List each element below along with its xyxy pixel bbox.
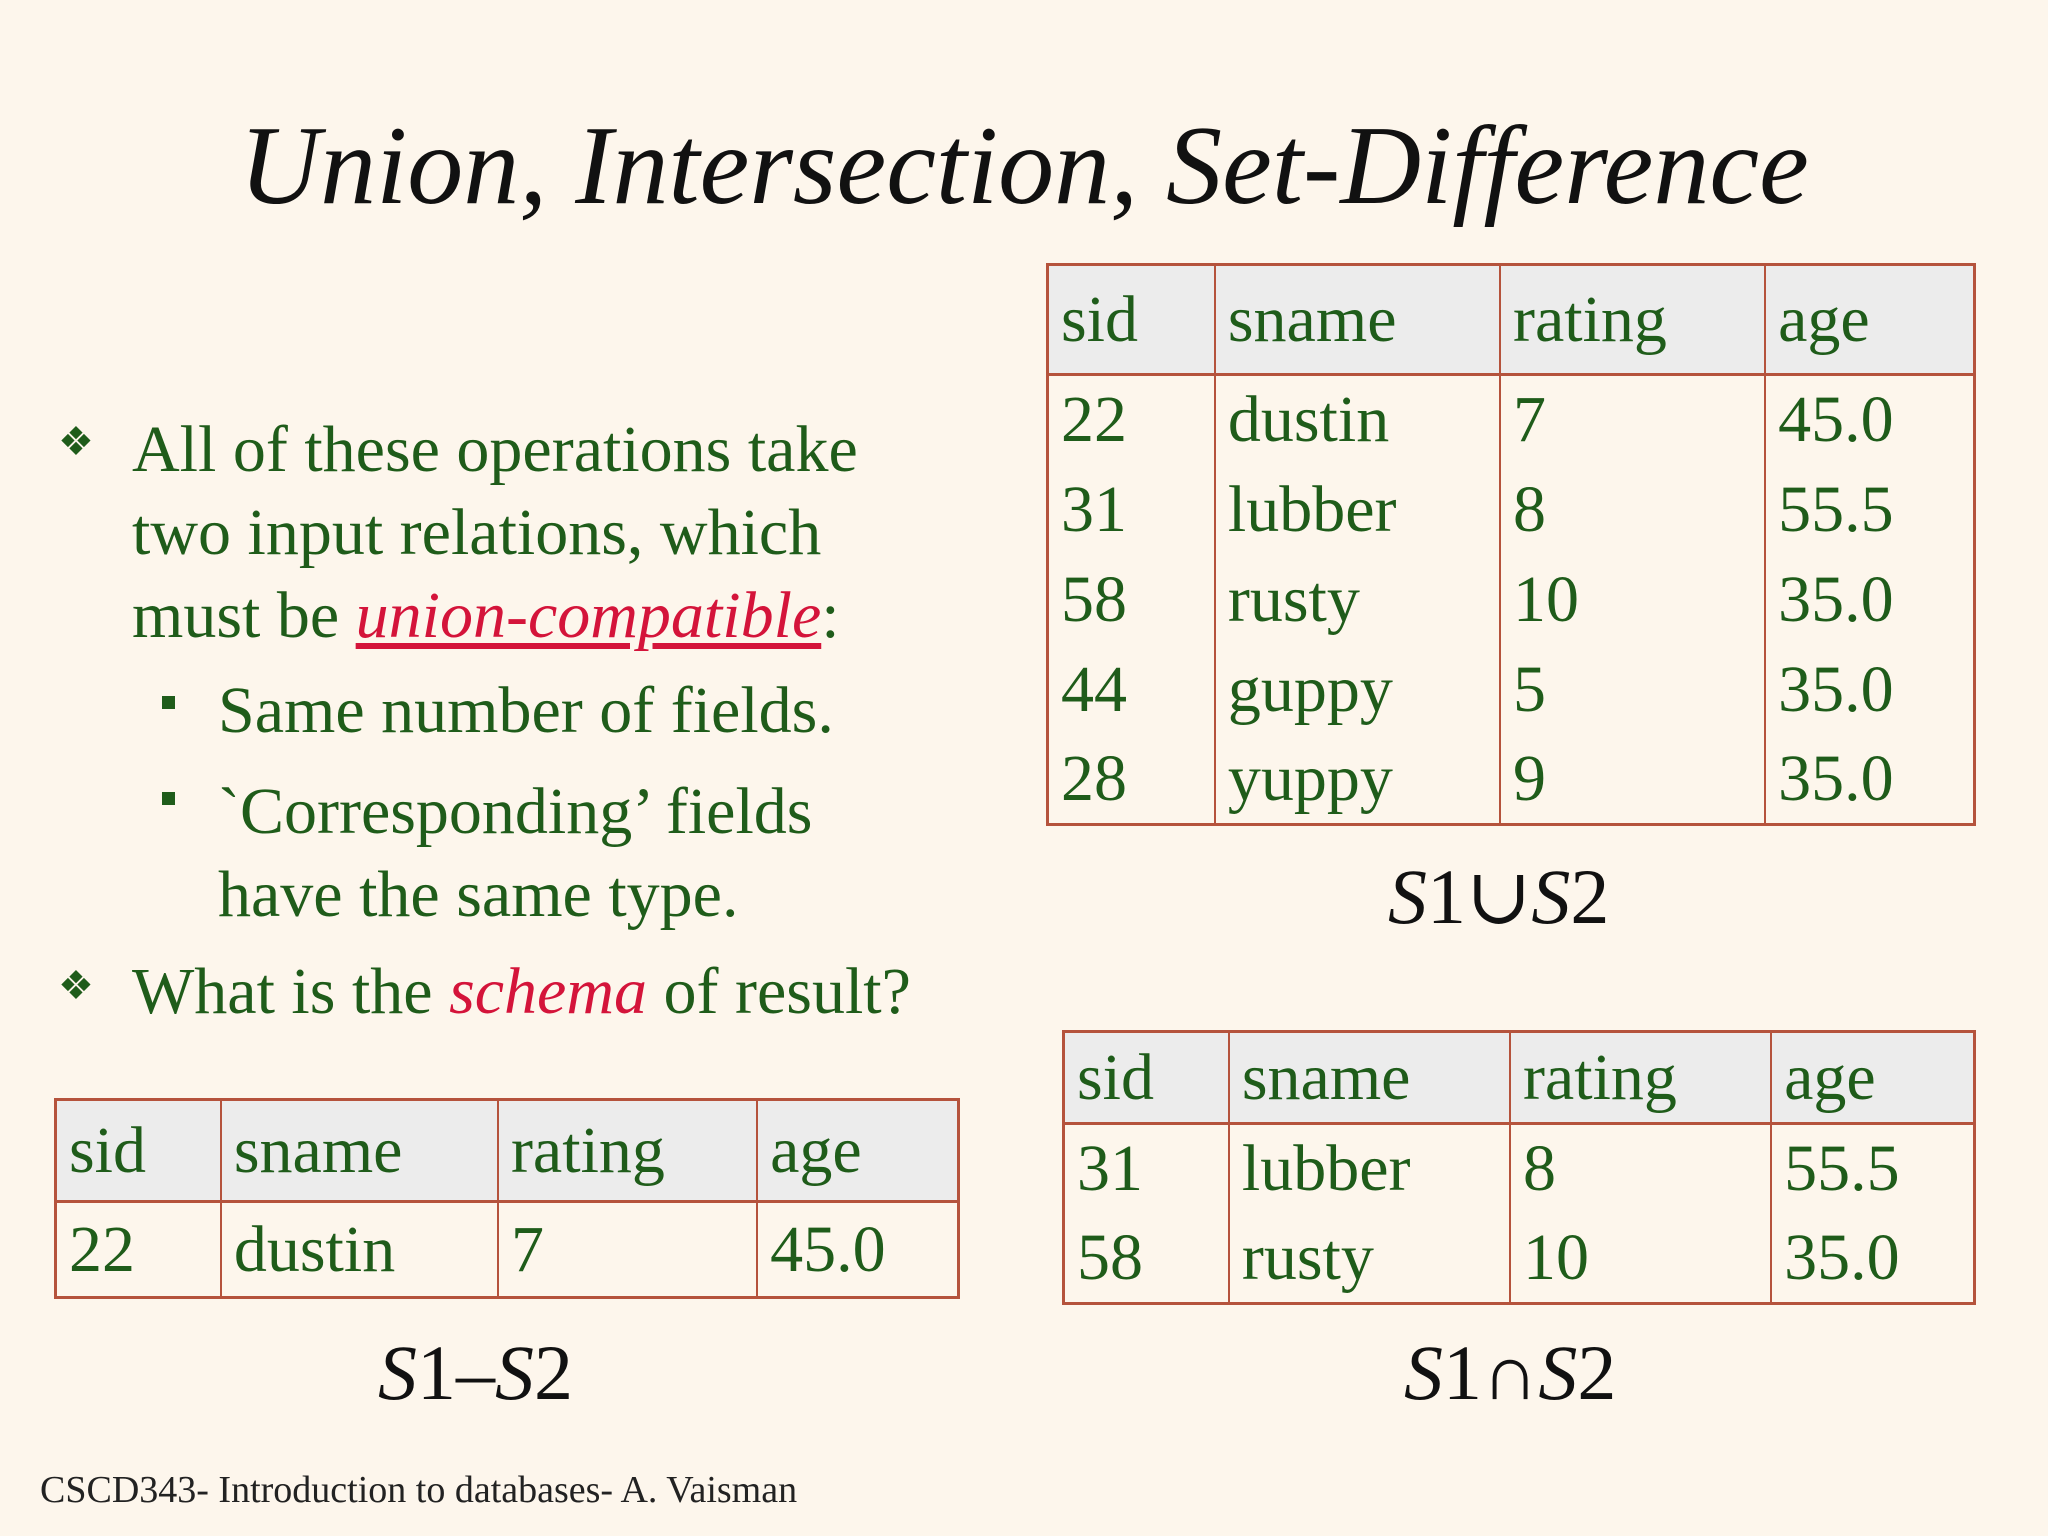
bullet-2-pre: What is the bbox=[132, 955, 450, 1028]
table-cell: yuppy bbox=[1213, 734, 1500, 825]
table-cell: dustin bbox=[1213, 374, 1500, 465]
header-cell: rating bbox=[496, 1099, 758, 1203]
union-operator: ∪ bbox=[1466, 853, 1532, 940]
table-cell: 35.0 bbox=[1764, 644, 1975, 735]
table-cell: 9 bbox=[1498, 734, 1766, 825]
diamond-bullet-icon: ❖ bbox=[58, 963, 94, 1008]
difference-table: sid sname rating age 22 dustin 7 45.0 bbox=[54, 1098, 960, 1299]
difference-operator: – bbox=[456, 1329, 495, 1416]
table-cell: 45.0 bbox=[756, 1201, 959, 1298]
bullet-1-line-1: All of these operations take bbox=[132, 413, 858, 486]
intersection-table: sid sname rating age 31 lubber 8 55.5 58… bbox=[1062, 1030, 1976, 1305]
header-cell: sname bbox=[1213, 264, 1500, 376]
table-cell: 55.5 bbox=[1770, 1123, 1975, 1214]
header-cell: sid bbox=[1047, 264, 1215, 376]
table-cell: 31 bbox=[1061, 472, 1127, 546]
union-compatible-term: union-compatible bbox=[355, 579, 822, 652]
table-cell: 22 bbox=[1061, 383, 1127, 457]
schema-term: schema bbox=[449, 955, 648, 1028]
slide-title: Union, Intersection, Set-Difference bbox=[239, 104, 1809, 228]
table-cell: 45.0 bbox=[1764, 374, 1975, 465]
bullet-1: All of these operations take two input r… bbox=[132, 408, 858, 657]
caption-index: 1 bbox=[1443, 1329, 1482, 1416]
bullet-2-line: What is the schema of result? bbox=[132, 950, 911, 1033]
caption-index: 1 bbox=[1427, 853, 1466, 940]
bullet-1-line-2: two input relations, which bbox=[132, 496, 822, 569]
intersection-operator: ∩ bbox=[1482, 1329, 1539, 1416]
table-cell: 7 bbox=[496, 1201, 758, 1298]
table-cell: 22 bbox=[69, 1212, 135, 1286]
header-cell: sname bbox=[219, 1099, 498, 1203]
table-cell: lubber bbox=[1213, 464, 1500, 555]
sub-bullet-1: Same number of fields. bbox=[218, 669, 834, 752]
caption-relation: S bbox=[495, 1329, 534, 1416]
caption-relation: S bbox=[1404, 1329, 1443, 1416]
caption-index: 1 bbox=[417, 1329, 456, 1416]
diamond-bullet-icon: ❖ bbox=[58, 419, 94, 464]
header-cell: sname bbox=[1227, 1031, 1510, 1125]
table-cell: 8 bbox=[1498, 464, 1766, 555]
table-cell: 31 bbox=[1077, 1132, 1143, 1206]
sub-bullet-2-line-1: `Corresponding’ fields bbox=[218, 775, 813, 848]
bullet-2-post: of result? bbox=[647, 955, 911, 1028]
slide-footer: CSCD343- Introduction to databases- A. V… bbox=[40, 1469, 798, 1511]
caption-index: 2 bbox=[1577, 1329, 1617, 1416]
header-cell: sid bbox=[55, 1099, 221, 1203]
table-cell: 8 bbox=[1508, 1123, 1772, 1214]
square-bullet-icon bbox=[162, 792, 175, 805]
table-cell: 28 bbox=[1061, 741, 1127, 815]
caption-relation: S bbox=[378, 1329, 417, 1416]
table-cell: dustin bbox=[219, 1201, 498, 1298]
table-cell: 5 bbox=[1498, 644, 1766, 735]
header-cell: age bbox=[1770, 1031, 1975, 1125]
table-cell: 35.0 bbox=[1770, 1213, 1975, 1304]
caption-relation: S bbox=[1388, 853, 1427, 940]
caption-index: 2 bbox=[1570, 853, 1610, 940]
caption-relation: S bbox=[1538, 1329, 1578, 1416]
table-cell: 10 bbox=[1498, 554, 1766, 645]
square-bullet-icon bbox=[162, 696, 175, 709]
header-cell: rating bbox=[1498, 264, 1766, 376]
table-cell: 35.0 bbox=[1764, 734, 1975, 825]
caption-index: 2 bbox=[534, 1329, 573, 1416]
bullet-1-line-3-pre: must be bbox=[132, 579, 356, 652]
table-cell: 7 bbox=[1498, 374, 1766, 465]
table-cell: guppy bbox=[1213, 644, 1500, 735]
table-cell: lubber bbox=[1227, 1123, 1510, 1214]
caption-relation: S bbox=[1531, 853, 1571, 940]
header-cell: age bbox=[1764, 264, 1975, 376]
table-cell: 55.5 bbox=[1764, 464, 1975, 555]
sub-bullet-2-line-2: have the same type. bbox=[218, 858, 739, 931]
table-cell: 10 bbox=[1508, 1213, 1772, 1304]
table-cell: 44 bbox=[1061, 652, 1127, 726]
table-cell: rusty bbox=[1213, 554, 1500, 645]
sub-bullet-1-text: Same number of fields. bbox=[218, 674, 834, 747]
bullet-2: What is the schema of result? bbox=[132, 950, 911, 1033]
table-cell: 58 bbox=[1077, 1220, 1143, 1294]
table-cell: 35.0 bbox=[1764, 554, 1975, 645]
sub-bullet-2: `Corresponding’ fields have the same typ… bbox=[218, 770, 812, 936]
bullet-1-line-3-post: : bbox=[821, 579, 840, 652]
bullet-1-line-3: must be union-compatible: bbox=[132, 574, 858, 657]
union-caption: S1∪S2 bbox=[1388, 852, 1609, 942]
header-cell: age bbox=[756, 1099, 959, 1203]
table-cell: rusty bbox=[1227, 1213, 1510, 1304]
table-cell: 58 bbox=[1061, 562, 1127, 636]
intersection-caption: S1∩S2 bbox=[1404, 1328, 1616, 1418]
difference-caption: S1–S2 bbox=[378, 1328, 573, 1418]
header-cell: sid bbox=[1063, 1031, 1229, 1125]
union-table: sid sname rating age 22 dustin 7 45.0 31… bbox=[1046, 263, 1976, 826]
header-cell: rating bbox=[1508, 1031, 1772, 1125]
